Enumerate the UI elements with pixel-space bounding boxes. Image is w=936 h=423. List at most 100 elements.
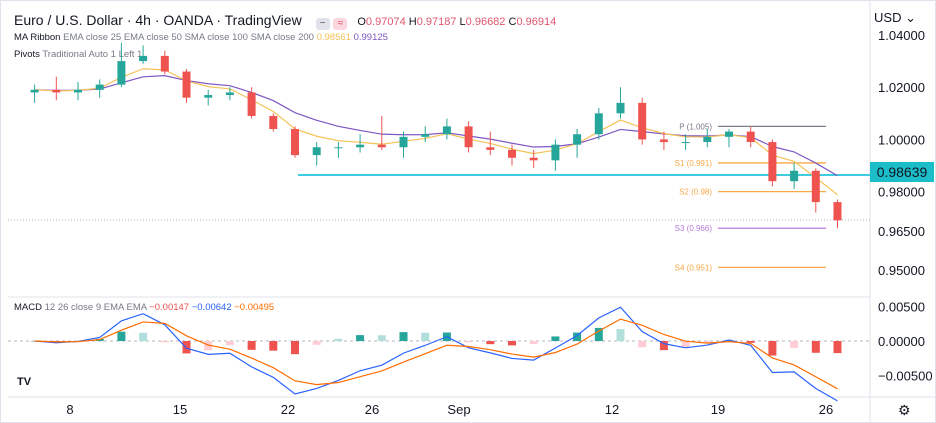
- x-tick-label: Sep: [447, 402, 470, 417]
- macd-tick-label: −0.00500: [878, 369, 933, 384]
- y-tick-label: 0.95000: [878, 263, 925, 278]
- macd-histogram-bar: [486, 341, 495, 345]
- macd-histogram-bar: [312, 341, 321, 345]
- candle-body: [529, 157, 538, 161]
- macd-histogram-bar: [377, 335, 386, 341]
- x-tick-label: 26: [365, 402, 379, 417]
- candle-body: [182, 71, 191, 98]
- candle-body: [291, 128, 299, 156]
- exchange: OANDA: [163, 12, 213, 28]
- macd-line: [34, 306, 838, 402]
- macd-histogram-bar: [659, 341, 668, 351]
- macd-histogram-bar: [225, 341, 234, 346]
- candle-body: [790, 170, 799, 182]
- macd-histogram-bar: [638, 341, 647, 348]
- macd-histogram-bar: [551, 336, 560, 341]
- y-tick-label: 1.02000: [878, 80, 925, 95]
- pivot-label: S1 (0.991): [675, 159, 713, 168]
- macd-histogram-bar: [334, 338, 343, 341]
- ma50-line: [34, 75, 838, 177]
- candle-body: [442, 126, 451, 135]
- candle-body: [117, 61, 126, 85]
- pivot-label: S4 (0.951): [675, 263, 713, 272]
- macd-histogram-bar: [616, 329, 625, 341]
- candle-body: [616, 102, 625, 114]
- y-tick-label: 1.04000: [878, 28, 925, 43]
- candle-body: [594, 113, 603, 135]
- candle-body: [421, 134, 430, 137]
- macd-histogram-bar: [508, 341, 516, 346]
- candle-body: [638, 102, 647, 140]
- x-tick-label: 12: [605, 402, 619, 417]
- pivot-label: S3 (0.966): [675, 224, 713, 233]
- candle-body: [725, 131, 733, 137]
- macd-tick-label: 0.00500: [878, 300, 925, 315]
- pivot-label: P (1.005): [679, 122, 712, 131]
- candle-body: [768, 142, 777, 182]
- macd-histogram-bar: [160, 341, 169, 343]
- macd-tick-label: 0.00000: [878, 334, 925, 349]
- x-tick-label: 8: [66, 402, 73, 417]
- x-tick-label: 26: [819, 402, 833, 417]
- candle-body: [464, 126, 473, 148]
- macd-legend[interactable]: MACD 12 26 close 9 EMA EMA −0.00147 −0.0…: [14, 302, 275, 313]
- macd-histogram-bar: [117, 331, 126, 341]
- macd-histogram-bar: [681, 341, 690, 348]
- macd-histogram-bar: [291, 341, 299, 355]
- candle-body: [833, 202, 842, 221]
- tradingview-logo[interactable]: TV: [17, 376, 32, 388]
- candle-body: [377, 144, 386, 148]
- ma-ribbon-legend[interactable]: MA Ribbon EMA close 25 EMA close 50 SMA …: [14, 32, 388, 43]
- candle-body: [659, 139, 668, 143]
- interval[interactable]: 4h: [135, 12, 151, 28]
- candle-body: [269, 115, 278, 129]
- macd-histogram-bar: [790, 341, 799, 348]
- currency-selector[interactable]: USD ⌄: [874, 10, 916, 25]
- candle-body: [160, 55, 169, 72]
- x-tick-label: 19: [711, 402, 725, 417]
- candle-body: [486, 147, 495, 150]
- candle-body: [508, 149, 516, 158]
- chevron-down-icon: ⌄: [905, 10, 916, 25]
- price-level-label: 0.98639: [870, 162, 934, 182]
- macd-histogram-bar: [464, 341, 473, 343]
- candle-body: [52, 89, 61, 93]
- candle-body: [746, 131, 755, 143]
- compare-icon[interactable]: ≈: [333, 17, 348, 30]
- candle-body: [334, 147, 343, 149]
- candle-body: [225, 92, 234, 96]
- macd-histogram-bar: [811, 341, 820, 353]
- candle-body: [312, 147, 321, 156]
- candle-body: [681, 142, 690, 144]
- symbol-name: Euro / U.S. Dollar: [14, 12, 123, 28]
- symbol-header[interactable]: Euro / U.S. Dollar · 4h · OANDA · Tradin…: [14, 12, 557, 30]
- y-tick-label: 0.98000: [878, 185, 925, 200]
- pivots-legend[interactable]: Pivots Traditional Auto 1 Left 1: [14, 49, 143, 60]
- candle-body: [551, 144, 560, 161]
- pivot-label: S2 (0.98): [679, 188, 712, 197]
- candle-body: [399, 136, 408, 148]
- candle-body: [247, 92, 256, 116]
- macd-histogram-bar: [247, 341, 256, 350]
- macd-histogram-bar: [182, 341, 191, 354]
- candle-body: [95, 84, 104, 90]
- minus-icon[interactable]: −: [315, 17, 330, 30]
- macd-histogram-bar: [529, 341, 538, 345]
- y-tick-label: 1.00000: [878, 132, 925, 147]
- ohlc-readout: O0.97074 H0.97187 L0.96682 C0.96914: [357, 16, 557, 28]
- signal-line: [34, 318, 838, 390]
- candle-body: [573, 134, 582, 145]
- macd-histogram-bar: [703, 341, 712, 343]
- macd-histogram-bar: [768, 341, 777, 356]
- source: TradingView: [224, 12, 302, 28]
- candle-body: [703, 136, 712, 143]
- gear-icon[interactable]: ⚙: [898, 402, 911, 418]
- macd-histogram-bar: [594, 327, 603, 341]
- x-tick-label: 15: [173, 402, 187, 417]
- candle-body: [204, 95, 213, 98]
- x-tick-label: 22: [281, 402, 295, 417]
- candle-body: [139, 55, 148, 62]
- macd-histogram-bar: [746, 341, 755, 343]
- macd-histogram-bar: [833, 341, 842, 354]
